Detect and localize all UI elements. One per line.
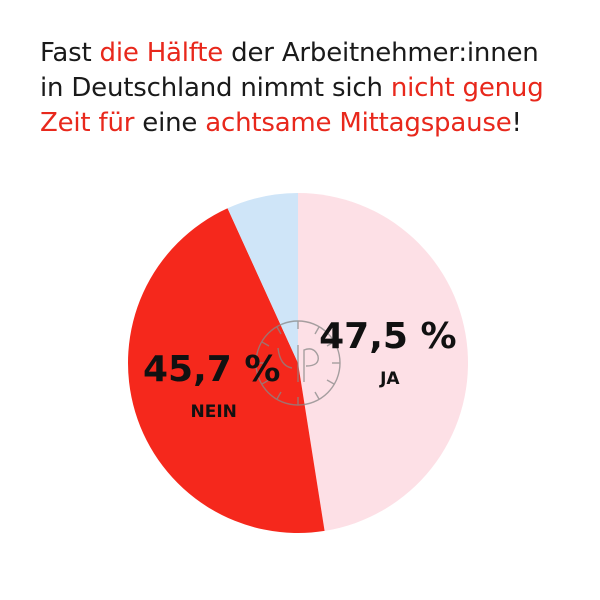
headline-text: Fast <box>40 38 100 68</box>
headline-text: ! <box>511 108 522 138</box>
pie-slices <box>127 193 469 534</box>
category-label-ja: JA <box>379 369 400 389</box>
headline-line-2: in Deutschland nimmt sich nicht genug <box>40 71 580 106</box>
headline-highlight: nicht genug <box>390 73 544 103</box>
headline-highlight: die Hälfte <box>99 38 224 68</box>
headline-line-3: Zeit für eine achtsame Mittagspause! <box>40 106 580 141</box>
headline-text: der Arbeitnehmer:innen <box>223 38 539 68</box>
value-label-nein: 45,7 % <box>143 349 280 390</box>
pie-slice-ja <box>298 193 469 531</box>
value-label-ja: 47,5 % <box>319 316 456 357</box>
category-label-nein: NEIN <box>191 402 237 422</box>
headline-highlight: achtsame Mittagspause <box>205 108 512 138</box>
pie-slice-nein <box>127 208 325 534</box>
headline-text: in Deutschland nimmt sich <box>40 73 391 103</box>
headline: Fast die Hälfte der Arbeitnehmer:innen i… <box>40 36 580 141</box>
headline-highlight: Zeit für <box>40 108 135 138</box>
clock-logo-icon <box>255 320 341 406</box>
pie-labels: 47,5 % JA 45,7 % NEIN <box>143 316 457 422</box>
headline-line-1: Fast die Hälfte der Arbeitnehmer:innen <box>40 36 580 71</box>
headline-text: eine <box>134 108 206 138</box>
pie-slice-other <box>227 193 298 363</box>
